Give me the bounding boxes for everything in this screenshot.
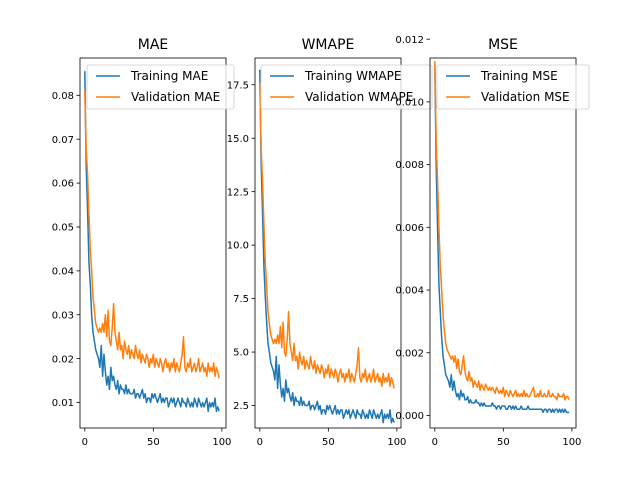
x-tick-label: 0 — [432, 437, 438, 448]
series-line — [434, 61, 570, 401]
panel-mae: MAE 0 50 100 0.01 0.02 0.03 0.04 0.05 0.06 0.07 0.… — [52, 37, 235, 448]
y-tick-label: 0.02 — [52, 354, 74, 365]
panel-title: MSE — [488, 37, 518, 53]
x-tick-label: 100 — [562, 437, 581, 448]
legend-label: Training MSE — [480, 69, 558, 83]
y-tick-label: 10.0 — [227, 241, 249, 252]
x-tick-label: 100 — [212, 437, 231, 448]
x-tick-label: 50 — [497, 437, 510, 448]
series-line — [259, 82, 395, 389]
x-tick-label: 50 — [147, 437, 160, 448]
legend-label: Validation MAE — [131, 90, 220, 104]
series-line — [84, 71, 220, 413]
y-tick-label: 12.5 — [227, 187, 249, 198]
legend-label: Training WMAPE — [304, 69, 401, 83]
y-tick-label: 0.010 — [395, 97, 424, 108]
legend-box — [260, 64, 433, 110]
y-tick-label: 7.5 — [233, 294, 249, 305]
panel-title: WMAPE — [302, 37, 355, 53]
series-line — [434, 64, 570, 414]
y-tick-label: 17.5 — [227, 80, 249, 91]
y-tick-label: 0.06 — [52, 179, 74, 190]
panel-wmape: WMAPE 0 50 100 2.5 5.0 7.5 10.0 12.5 15.0 17.5 Tra… — [227, 37, 433, 448]
y-tick-label: 0.07 — [52, 135, 74, 146]
y-tick-label: 0.008 — [395, 160, 424, 171]
y-tick-label: 0.012 — [395, 35, 424, 46]
legend-box — [86, 64, 235, 110]
y-tick-label: 0.08 — [52, 91, 74, 102]
panel-mse: MSE 0 50 100 0.000 0.002 0.004 0.006 0.008 0.010… — [395, 35, 590, 448]
y-tick-label: 0.006 — [395, 223, 424, 234]
legend-label: Training MAE — [130, 69, 208, 83]
y-tick-label: 15.0 — [227, 134, 249, 145]
y-tick-label: 0.05 — [52, 223, 74, 234]
x-tick-label: 50 — [322, 437, 335, 448]
legend-box — [436, 64, 590, 110]
y-tick-label: 0.01 — [52, 398, 74, 409]
y-tick-label: 0.004 — [395, 286, 424, 297]
y-tick-label: 5.0 — [233, 348, 249, 359]
panel-title: MAE — [138, 37, 169, 53]
y-tick-label: 0.03 — [52, 310, 74, 321]
x-tick-label: 0 — [257, 437, 263, 448]
legend-label: Validation MSE — [481, 90, 570, 104]
y-tick-label: 2.5 — [233, 401, 249, 412]
legend-label: Validation WMAPE — [305, 90, 413, 104]
x-tick-label: 100 — [387, 437, 406, 448]
y-tick-label: 0.04 — [52, 266, 74, 277]
series-line — [84, 90, 220, 379]
y-tick-label: 0.002 — [395, 348, 424, 359]
x-tick-label: 0 — [82, 437, 88, 448]
y-tick-label: 0.000 — [395, 411, 424, 422]
series-line — [259, 69, 395, 424]
